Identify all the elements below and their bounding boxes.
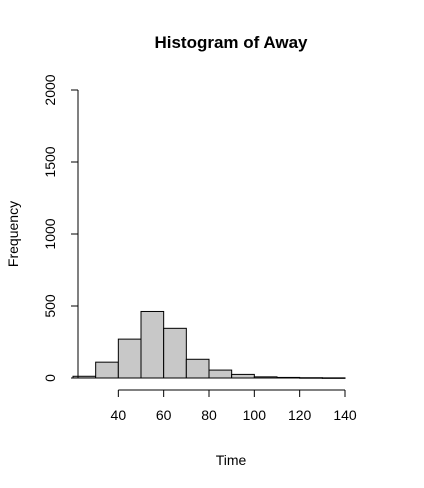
histogram-bar bbox=[231, 373, 255, 379]
histogram-bar bbox=[208, 369, 233, 379]
y-tick-label: 2000 bbox=[42, 74, 58, 105]
histogram-bar bbox=[185, 358, 210, 379]
x-tick-label: 80 bbox=[201, 407, 217, 423]
y-axis-label: Frequency bbox=[5, 201, 21, 267]
x-axis-label: Time bbox=[216, 452, 247, 468]
bars-group bbox=[72, 310, 346, 379]
y-tick-label: 1000 bbox=[42, 218, 58, 249]
chart-title: Histogram of Away bbox=[154, 33, 308, 52]
x-tick-label: 60 bbox=[156, 407, 172, 423]
histogram-bar bbox=[253, 376, 278, 379]
x-tick-label: 100 bbox=[243, 407, 267, 423]
y-tick-label: 1500 bbox=[42, 146, 58, 177]
histogram-bar bbox=[117, 338, 142, 379]
histogram-bar bbox=[321, 377, 346, 379]
y-tick-label: 0 bbox=[42, 374, 58, 382]
histogram-bar bbox=[299, 377, 323, 379]
histogram-bar bbox=[163, 327, 187, 379]
y-axis: 0 500 1000 1500 2000 bbox=[42, 74, 79, 382]
y-tick-label: 500 bbox=[42, 294, 58, 318]
histogram-bar bbox=[140, 310, 165, 379]
x-tick-label: 120 bbox=[288, 407, 312, 423]
x-axis: 40 60 80 100 120 140 bbox=[111, 389, 357, 423]
x-tick-label: 140 bbox=[333, 407, 357, 423]
histogram-bar bbox=[95, 361, 119, 379]
histogram-bar bbox=[276, 376, 301, 379]
x-tick-label: 40 bbox=[111, 407, 127, 423]
